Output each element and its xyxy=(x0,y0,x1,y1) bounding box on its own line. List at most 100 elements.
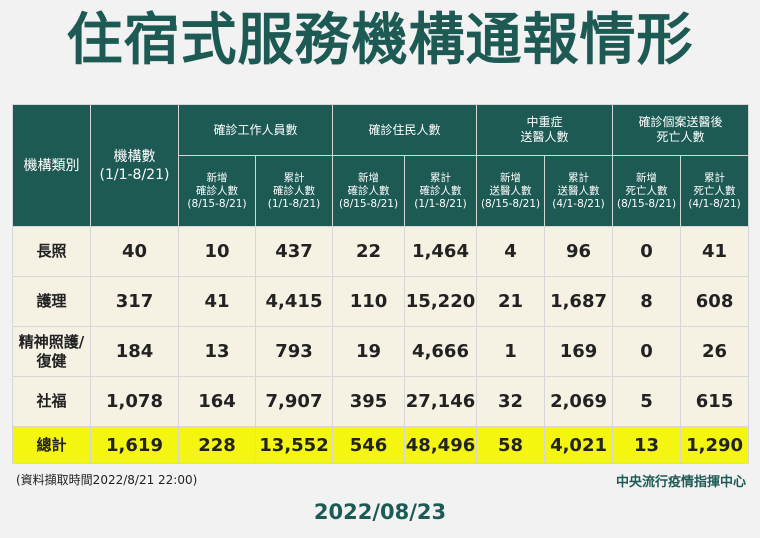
header-group-severe-line1: 中重症 xyxy=(526,115,563,129)
row-category: 社福 xyxy=(12,376,91,427)
total-row: 總計 1,619 228 13,552 546 48,496 58 4,021 13 1,290 xyxy=(12,426,750,464)
cell-value: 21 xyxy=(476,276,546,327)
cell-value: 22 xyxy=(332,226,406,277)
header-sub-line: 累計 xyxy=(704,171,726,184)
cell-value: 437 xyxy=(254,226,334,277)
cell-value: 10 xyxy=(178,226,256,277)
cell-value: 1,290 xyxy=(680,426,750,464)
publish-date: 2022/08/23 xyxy=(313,500,447,524)
cell-value: 32 xyxy=(476,376,546,427)
cell-value: 615 xyxy=(680,376,750,427)
header-sub-range: (8/15-8/21) xyxy=(338,197,399,210)
row-category: 護理 xyxy=(12,276,91,327)
cell-value: 395 xyxy=(332,376,406,427)
header-sub-line: 累計 xyxy=(568,171,590,184)
cell-value: 19 xyxy=(332,326,406,377)
cell-value: 0 xyxy=(612,226,682,277)
header-sub-range: (1/1-8/21) xyxy=(267,197,321,210)
header-group-death-line1: 確診個案送醫後 xyxy=(638,115,723,129)
table-row: 護理 317 41 4,415 110 15,220 21 1,687 8 608 xyxy=(12,276,750,327)
data-source-time: (資料擷取時間2022/8/21 22:00) xyxy=(16,473,198,487)
header-sub-line: 確診人數 xyxy=(196,184,238,197)
cell-value: 41 xyxy=(178,276,256,327)
cell-value: 58 xyxy=(476,426,546,464)
cell-value: 2,069 xyxy=(544,376,614,427)
header-group-staff: 確診工作人員數 xyxy=(177,104,334,156)
cell-value: 1,078 xyxy=(90,376,179,427)
table-row: 精神照護/復健 184 13 793 19 4,666 1 169 0 26 xyxy=(12,326,750,377)
header-death-cumulative: 累計 死亡人數 (4/1-8/21) xyxy=(680,155,750,227)
header-sub-line: 新增 xyxy=(358,171,380,184)
cell-value: 40 xyxy=(90,226,179,277)
header-group-death: 確診個案送醫後 死亡人數 xyxy=(612,104,750,156)
row-category: 長照 xyxy=(12,226,91,277)
header-sub-range: (8/15-8/21) xyxy=(187,197,247,210)
header-sub-line: 累計 xyxy=(430,171,452,184)
cell-value: 27,146 xyxy=(404,376,478,427)
cell-value: 228 xyxy=(178,426,256,464)
cell-value: 1,687 xyxy=(544,276,614,327)
cell-value: 13 xyxy=(612,426,682,464)
cell-value: 793 xyxy=(254,326,334,377)
header-severe-new: 新增 送醫人數 (8/15-8/21) xyxy=(476,155,546,227)
cell-value: 317 xyxy=(90,276,179,327)
agency-name: 中央流行疫情指揮中心 xyxy=(615,475,746,490)
cell-value: 184 xyxy=(90,326,179,377)
header-sub-line: 送醫人數 xyxy=(489,184,532,197)
header-category: 機構類別 xyxy=(12,104,91,227)
header-residents-new: 新增 確診人數 (8/15-8/21) xyxy=(332,155,406,227)
header-sub-line: 送醫人數 xyxy=(557,184,600,197)
cell-value: 0 xyxy=(612,326,682,377)
cell-value: 4 xyxy=(476,226,546,277)
header-facility-count-label: 機構數 xyxy=(113,148,156,165)
cell-value: 41 xyxy=(680,226,750,277)
cell-value: 164 xyxy=(178,376,256,427)
cell-value: 546 xyxy=(332,426,406,464)
header-staff-new: 新增 確診人數 (8/15-8/21) xyxy=(178,155,256,227)
header-staff-cumulative: 累計 確診人數 (1/1-8/21) xyxy=(254,155,334,227)
cell-value: 5 xyxy=(612,376,682,427)
cell-value: 4,666 xyxy=(404,326,478,377)
cell-value: 48,496 xyxy=(404,426,478,464)
cell-value: 4,415 xyxy=(254,276,334,327)
header-severe-cumulative: 累計 送醫人數 (4/1-8/21) xyxy=(544,155,614,227)
header-sub-line: 新增 xyxy=(206,171,228,184)
header-sub-range: (8/15-8/21) xyxy=(480,197,541,210)
header-facility-count: 機構數 (1/1-8/21) xyxy=(90,104,179,227)
header-death-new: 新增 死亡人數 (8/15-8/21) xyxy=(612,155,682,227)
row-category: 精神照護/復健 xyxy=(12,326,91,377)
cell-value: 26 xyxy=(680,326,750,377)
header-residents-cumulative: 累計 確診人數 (1/1-8/21) xyxy=(404,155,478,227)
header-sub-range: (4/1-8/21) xyxy=(552,197,605,210)
cell-value: 13,552 xyxy=(254,426,334,464)
header-sub-line: 確診人數 xyxy=(419,184,462,197)
table-row: 長照 40 10 437 22 1,464 4 96 0 41 xyxy=(12,226,750,277)
header-sub-range: (4/1-8/21) xyxy=(688,197,741,210)
cell-value: 1,464 xyxy=(404,226,478,277)
header-sub-line: 新增 xyxy=(500,171,522,184)
header-sub-line: 死亡人數 xyxy=(625,184,668,197)
header-group-residents: 確診住民人數 xyxy=(332,104,478,156)
header-sub-line: 確診人數 xyxy=(273,184,315,197)
cell-value: 608 xyxy=(680,276,750,327)
header-sub-line: 死亡人數 xyxy=(693,184,736,197)
header-sub-line: 累計 xyxy=(283,171,305,184)
header-facility-count-range: (1/1-8/21) xyxy=(99,166,170,183)
report-table: 機構類別 機構數 (1/1-8/21) 確診工作人員數 確診住民人數 中重症 送… xyxy=(12,104,750,464)
cell-value: 13 xyxy=(178,326,256,377)
cell-value: 8 xyxy=(612,276,682,327)
header-sub-line: 新增 xyxy=(636,171,658,184)
table-body: 長照 40 10 437 22 1,464 4 96 0 41 護理 317 41 4,415 110 15,… xyxy=(12,226,750,464)
cell-value: 15,220 xyxy=(404,276,478,327)
cell-value: 96 xyxy=(544,226,614,277)
cell-value: 4,021 xyxy=(544,426,614,464)
row-category: 總計 xyxy=(12,426,91,464)
cell-value: 7,907 xyxy=(254,376,334,427)
page-title: 住宿式服務機構通報情形 xyxy=(66,8,694,73)
cell-value: 169 xyxy=(544,326,614,377)
header-group-death-line2: 死亡人數 xyxy=(656,130,705,144)
cell-value: 1,619 xyxy=(90,426,179,464)
header-group-severe: 中重症 送醫人數 xyxy=(476,104,614,156)
cell-value: 110 xyxy=(332,276,406,327)
header-group-severe-line2: 送醫人數 xyxy=(520,130,569,144)
